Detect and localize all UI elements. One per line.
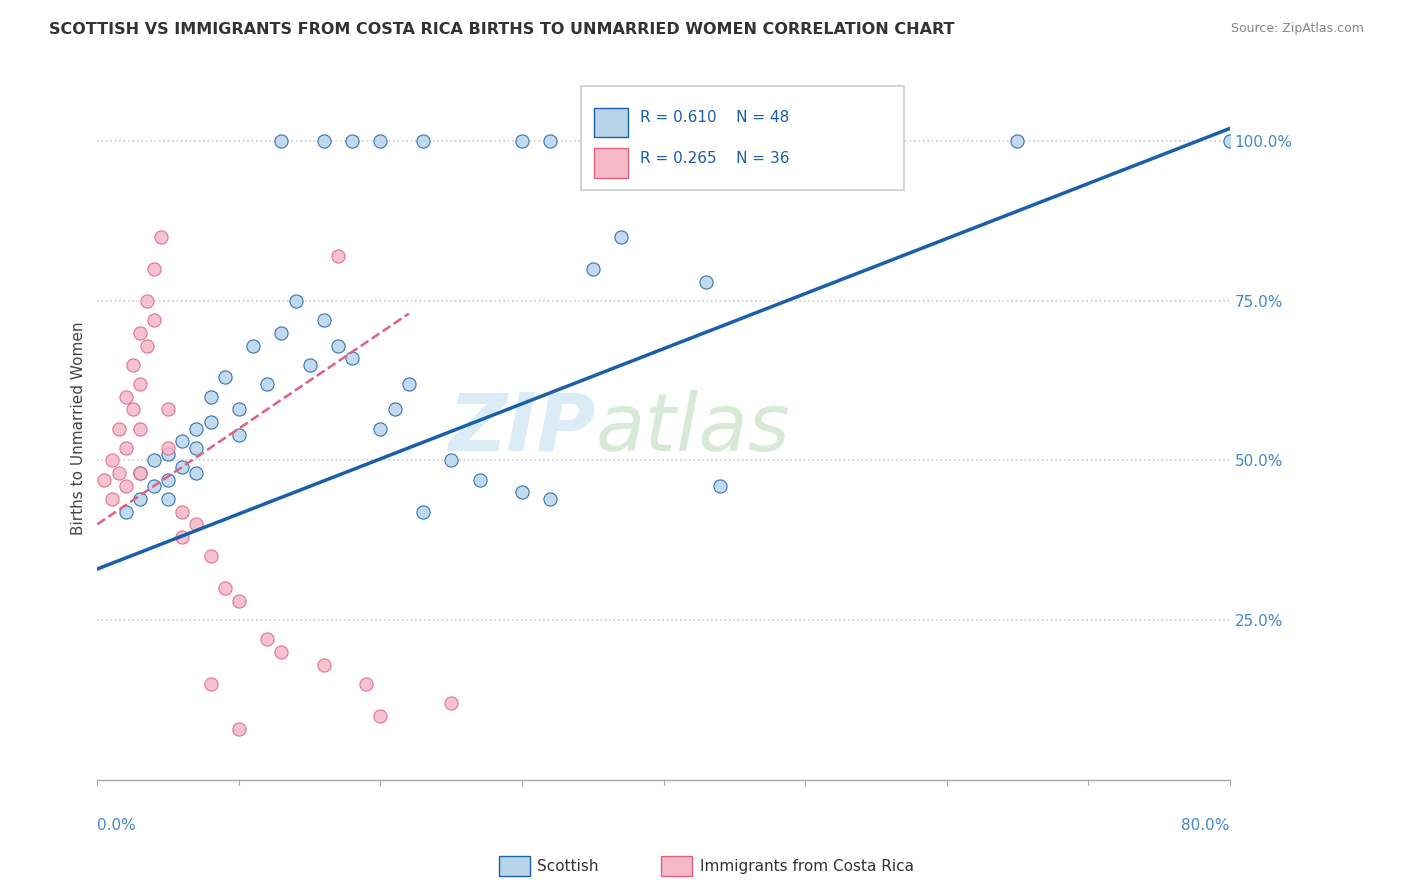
Point	[200, 549, 222, 564]
Point	[157, 447, 180, 461]
Point	[312, 313, 335, 327]
Point	[186, 421, 208, 435]
Point	[709, 479, 731, 493]
Point	[384, 402, 406, 417]
Point	[135, 293, 157, 308]
Point	[157, 441, 180, 455]
Point	[398, 376, 420, 391]
Point	[695, 275, 717, 289]
Point	[172, 434, 194, 449]
Point	[412, 134, 434, 148]
Text: atlas: atlas	[596, 390, 790, 467]
Y-axis label: Births to Unmarried Women: Births to Unmarried Women	[72, 322, 86, 535]
Point	[128, 491, 150, 506]
Point	[228, 722, 250, 736]
Point	[186, 441, 208, 455]
Point	[610, 230, 633, 244]
Point	[114, 479, 136, 493]
Point	[340, 134, 363, 148]
Point	[356, 677, 378, 691]
Point	[143, 262, 166, 277]
Point	[270, 134, 292, 148]
Text: Source: ZipAtlas.com: Source: ZipAtlas.com	[1230, 22, 1364, 36]
Point	[228, 402, 250, 417]
Text: Scottish: Scottish	[537, 859, 599, 873]
Point	[370, 134, 392, 148]
Point	[440, 696, 463, 710]
Point	[370, 421, 392, 435]
Point	[312, 134, 335, 148]
Point	[326, 338, 349, 352]
Point	[538, 134, 561, 148]
Point	[200, 415, 222, 429]
Point	[135, 338, 157, 352]
Point	[157, 402, 180, 417]
Point	[510, 485, 533, 500]
Point	[186, 517, 208, 532]
Point	[312, 657, 335, 672]
Point	[128, 376, 150, 391]
Point	[228, 594, 250, 608]
FancyBboxPatch shape	[595, 108, 628, 137]
Point	[1007, 134, 1029, 148]
Text: Immigrants from Costa Rica: Immigrants from Costa Rica	[700, 859, 914, 873]
Text: ZIP: ZIP	[449, 390, 596, 467]
Point	[538, 491, 561, 506]
Text: 0.0%: 0.0%	[97, 818, 136, 833]
Point	[440, 453, 463, 467]
FancyBboxPatch shape	[581, 86, 904, 190]
Point	[157, 473, 180, 487]
Point	[1219, 134, 1241, 148]
Point	[270, 326, 292, 340]
Point	[93, 473, 115, 487]
Point	[284, 293, 307, 308]
Point	[172, 504, 194, 518]
Point	[128, 326, 150, 340]
Point	[128, 467, 150, 481]
Point	[100, 491, 122, 506]
Point	[172, 530, 194, 544]
Point	[242, 338, 264, 352]
Point	[114, 441, 136, 455]
Point	[270, 645, 292, 659]
Point	[128, 467, 150, 481]
Point	[107, 467, 129, 481]
Point	[143, 453, 166, 467]
Point	[121, 402, 143, 417]
Point	[128, 421, 150, 435]
Text: R = 0.610    N = 48: R = 0.610 N = 48	[640, 110, 789, 125]
Point	[114, 390, 136, 404]
Point	[823, 134, 845, 148]
Point	[214, 370, 236, 384]
Point	[510, 134, 533, 148]
Point	[412, 504, 434, 518]
Text: 80.0%: 80.0%	[1181, 818, 1230, 833]
Point	[172, 459, 194, 474]
Point	[121, 358, 143, 372]
Point	[150, 230, 173, 244]
Point	[114, 504, 136, 518]
Point	[107, 421, 129, 435]
Point	[256, 376, 278, 391]
Point	[100, 453, 122, 467]
FancyBboxPatch shape	[595, 148, 628, 178]
Point	[200, 677, 222, 691]
Point	[370, 708, 392, 723]
Point	[143, 479, 166, 493]
Text: R = 0.265    N = 36: R = 0.265 N = 36	[640, 151, 789, 166]
Point	[326, 249, 349, 263]
Point	[214, 581, 236, 595]
Point	[340, 351, 363, 366]
Point	[157, 491, 180, 506]
Point	[228, 428, 250, 442]
Point	[143, 313, 166, 327]
Point	[186, 467, 208, 481]
Text: SCOTTISH VS IMMIGRANTS FROM COSTA RICA BIRTHS TO UNMARRIED WOMEN CORRELATION CHA: SCOTTISH VS IMMIGRANTS FROM COSTA RICA B…	[49, 22, 955, 37]
Point	[582, 262, 605, 277]
Point	[200, 390, 222, 404]
Point	[298, 358, 321, 372]
Point	[468, 473, 491, 487]
Point	[256, 632, 278, 647]
